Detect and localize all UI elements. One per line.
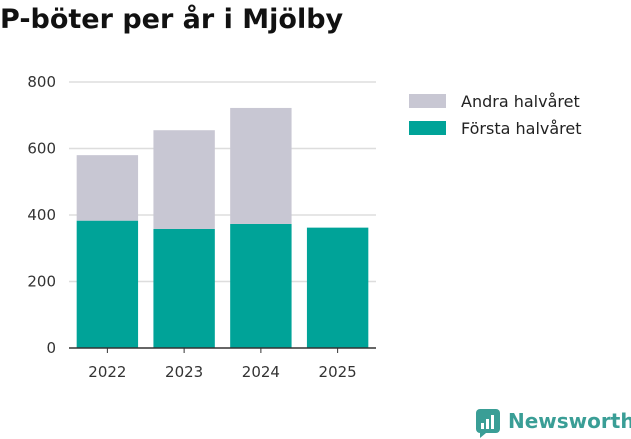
bar-2025-series-0: [306, 227, 369, 348]
x-tick-label-2025: 2025: [319, 363, 357, 381]
y-tick-label-0: 0: [46, 339, 56, 357]
x-tick-label-2024: 2024: [242, 363, 280, 381]
x-tick-label-2023: 2023: [165, 363, 203, 381]
legend-label-1: Första halvåret: [461, 119, 582, 138]
legend-swatch-1: [409, 121, 446, 135]
bar-2024-series-1: [230, 107, 292, 224]
legend: Andra halvåret Första halvåret: [409, 92, 582, 138]
y-tick-label-200: 200: [27, 273, 56, 291]
logo-bar-2: [486, 419, 489, 429]
bar-2024-series-0: [230, 223, 292, 348]
newsworthy-wordmark: Newsworthy: [508, 409, 631, 433]
y-tick-label-800: 800: [27, 73, 56, 91]
y-tick-label-400: 400: [27, 206, 56, 224]
x-axis-ticks: 2022 2023 2024 2025: [88, 348, 357, 381]
legend-swatch-0: [409, 94, 446, 108]
legend-label-0: Andra halvåret: [461, 92, 580, 111]
bar-2023-series-0: [153, 228, 215, 348]
bar-2022-series-0: [76, 220, 139, 348]
logo-bar-3: [491, 415, 494, 429]
logo-tail: [480, 433, 486, 438]
y-axis-ticks: 0 200 400 600 800: [27, 73, 56, 357]
bars: [76, 107, 369, 348]
y-tick-label-600: 600: [27, 140, 56, 158]
x-tick-label-2022: 2022: [88, 363, 126, 381]
bar-2022-series-1: [76, 155, 139, 221]
chart-title: P-böter per år i Mjölby: [0, 4, 344, 35]
logo-bar-1: [481, 423, 484, 429]
bar-2023-series-1: [153, 130, 215, 229]
newsworthy-logo: Newsworthy: [476, 409, 631, 438]
